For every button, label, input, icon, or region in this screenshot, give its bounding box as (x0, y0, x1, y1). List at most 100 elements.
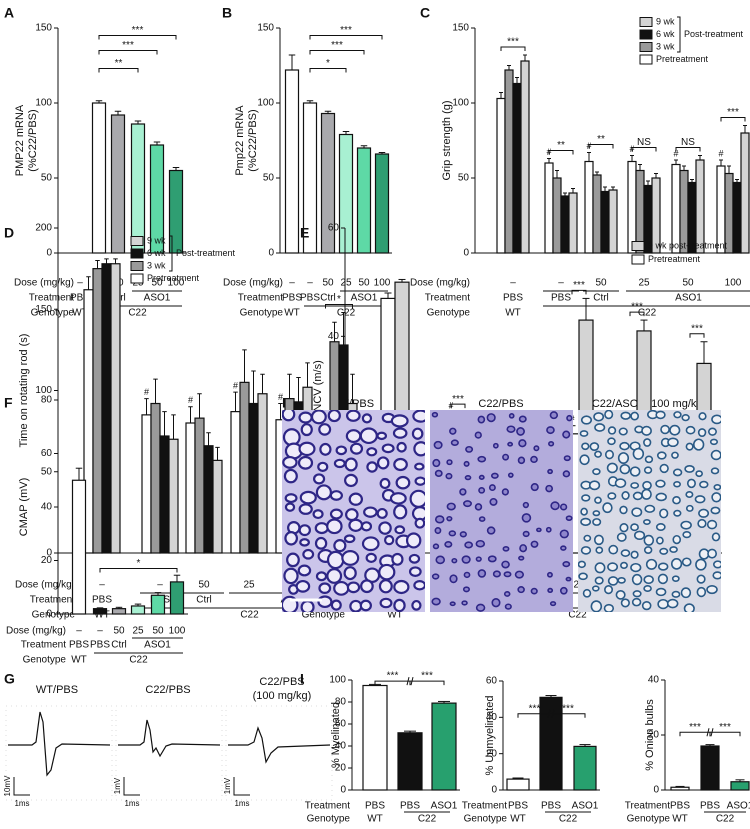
y-tick-label: 20 (648, 730, 660, 741)
bar (740, 132, 750, 254)
axon (365, 552, 377, 563)
significance-label: *** (132, 25, 144, 36)
axon (698, 412, 707, 421)
bar (150, 594, 166, 615)
y-tick-label: 20 (41, 555, 53, 566)
significance-label: ** (115, 58, 123, 69)
axon (395, 475, 411, 490)
axon (492, 442, 499, 449)
axon (300, 600, 315, 612)
y-axis-label: Time on rotating rod (s) (18, 334, 30, 448)
axon (312, 473, 326, 485)
significance-bracket (309, 35, 383, 40)
row-cell: ASO1 (144, 640, 171, 651)
axon (603, 603, 615, 612)
axon (444, 541, 453, 548)
axon (518, 439, 527, 448)
y-tick-label: 60 (328, 223, 340, 234)
axon (376, 507, 388, 519)
y-tick-label: 0 (46, 609, 52, 620)
axon (318, 423, 332, 436)
row-cell: C22 (559, 814, 578, 825)
axon (431, 573, 440, 580)
axon (669, 546, 678, 553)
axon (346, 581, 361, 594)
row-label: Dose (mg/kg) (410, 278, 470, 289)
axon (391, 552, 404, 566)
hash-marker: # (718, 148, 723, 158)
axon (604, 410, 614, 420)
axon (394, 525, 406, 535)
row-cell: ASO1 (727, 801, 750, 812)
axon (475, 603, 486, 612)
bar (635, 169, 645, 254)
row-label: Treatment (21, 640, 66, 651)
axon (619, 505, 628, 515)
axon (414, 462, 425, 471)
axon (434, 469, 443, 478)
axon (463, 571, 471, 579)
significance-label: * (326, 58, 330, 69)
bar (608, 189, 618, 254)
axon (514, 570, 525, 579)
row-cell: C22 (638, 308, 657, 319)
bar (700, 745, 720, 791)
axon (617, 577, 626, 584)
axon (642, 480, 652, 491)
axon (284, 531, 299, 546)
axon (562, 561, 571, 568)
bar (130, 123, 146, 254)
axon (346, 410, 361, 422)
axon (518, 415, 527, 423)
row-cell: PBS (69, 640, 89, 651)
axon (672, 534, 682, 545)
axon (298, 411, 313, 424)
axon (559, 529, 569, 539)
axon (671, 590, 681, 598)
axon (630, 482, 640, 489)
axon (341, 550, 360, 566)
significance-bracket (98, 35, 177, 40)
axon (329, 490, 343, 501)
axon (409, 489, 425, 508)
axon (478, 516, 486, 522)
axon (680, 587, 692, 599)
trace-frame (225, 705, 333, 801)
axon (297, 455, 314, 470)
row-cell: WT (505, 308, 521, 319)
axon (284, 502, 296, 512)
bar (670, 786, 690, 791)
axon (413, 441, 425, 457)
y-axis-label: % Myelinated (330, 702, 342, 768)
axon (478, 487, 486, 494)
y-tick-label: 50 (41, 466, 53, 477)
significance-bracket (548, 150, 574, 155)
bar (92, 608, 108, 615)
axon (446, 515, 453, 522)
axon (477, 455, 487, 463)
axon (517, 586, 525, 594)
bar (111, 608, 127, 615)
bar (194, 417, 205, 554)
axon (327, 410, 341, 423)
row-cell: C22 (418, 814, 437, 825)
y-tick-label: 60 (335, 719, 347, 730)
bar (110, 263, 121, 554)
axon (317, 461, 329, 472)
hash-marker: # (233, 381, 238, 391)
axon (310, 410, 327, 425)
trace (228, 726, 331, 764)
panel-label: E (300, 225, 309, 241)
row-cell: – (76, 626, 82, 637)
row-cell: WT (71, 655, 87, 666)
y-tick-label: 0 (46, 248, 52, 259)
axon (299, 538, 310, 547)
axon (475, 539, 486, 548)
legend-bracket (169, 235, 173, 272)
axon (464, 541, 474, 549)
axon (579, 454, 590, 466)
axon (489, 497, 498, 506)
axon (431, 411, 439, 418)
axon (282, 410, 296, 422)
